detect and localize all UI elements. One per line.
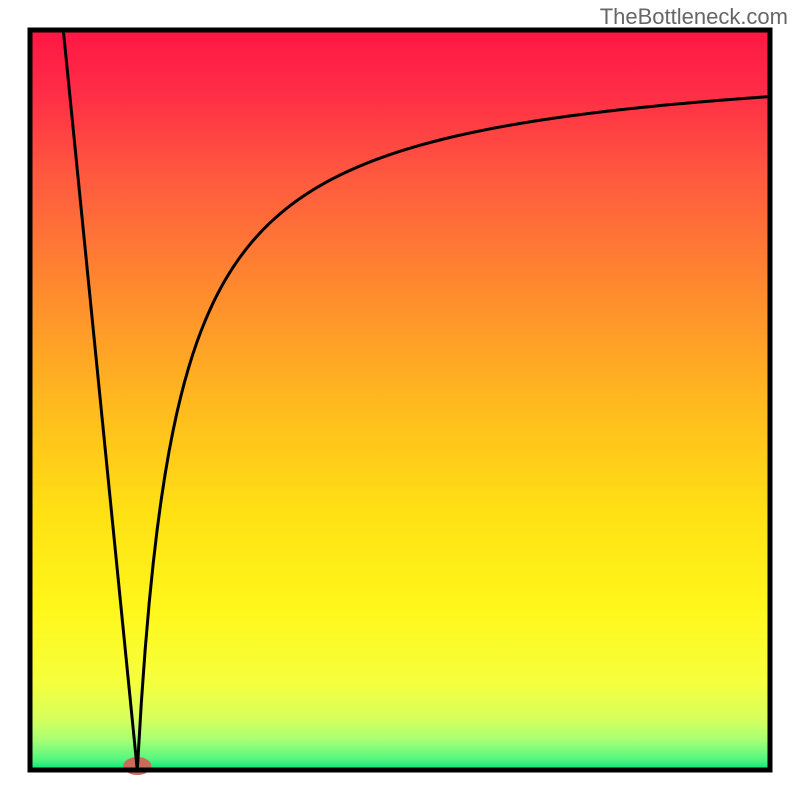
chart-svg [0, 0, 800, 800]
watermark-label: TheBottleneck.com [600, 4, 788, 30]
bottleneck-chart: TheBottleneck.com [0, 0, 800, 800]
plot-background [30, 30, 770, 770]
